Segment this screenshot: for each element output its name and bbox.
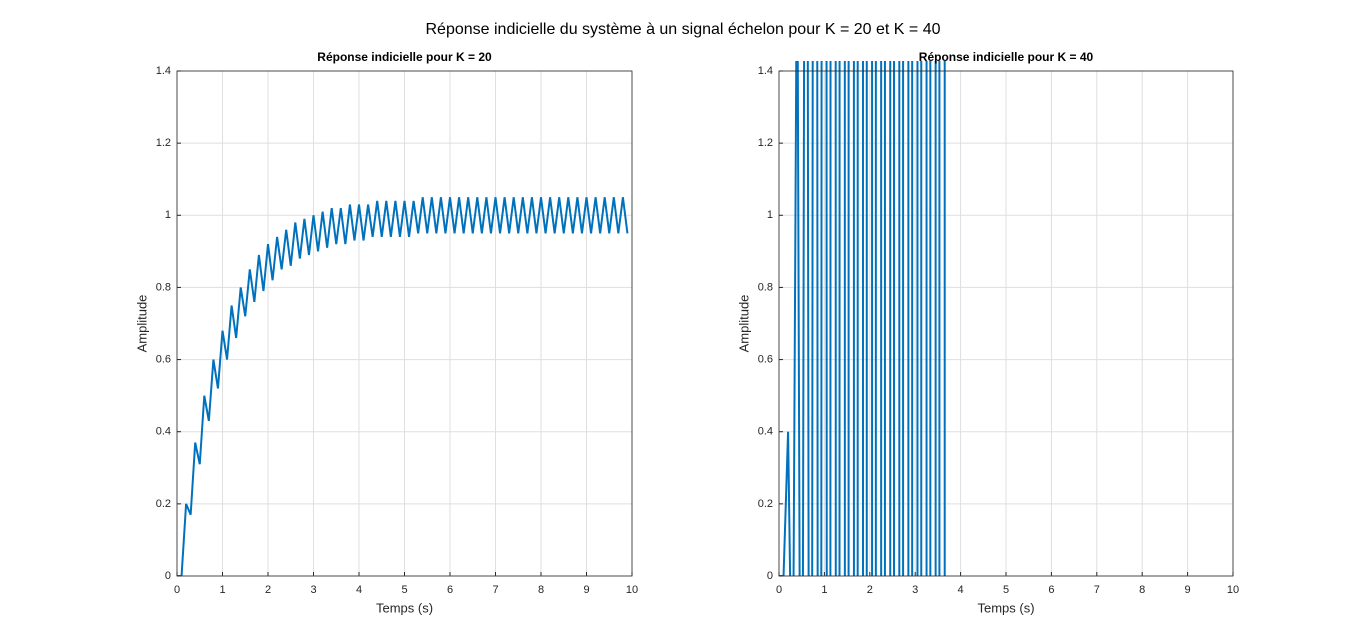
x-tick-label: 9	[1185, 584, 1191, 596]
y-tick-label: 1	[767, 209, 773, 221]
y-tick-label: 0.4	[758, 426, 773, 438]
x-tick-label: 10	[1227, 584, 1239, 596]
x-tick-label: 1	[821, 584, 827, 596]
x-tick-label: 8	[1139, 584, 1145, 596]
axes-box	[778, 70, 1234, 577]
figure-title: Réponse indicielle du système à un signa…	[426, 21, 941, 38]
y-axis-label: Amplitude	[736, 295, 751, 353]
y-tick-label: 0.8	[758, 281, 773, 293]
x-tick-label: 6	[447, 584, 453, 596]
x-tick-label: 5	[401, 584, 407, 596]
x-tick-label: 3	[912, 584, 918, 596]
x-tick-label: 2	[867, 584, 873, 596]
x-tick-label: 2	[265, 584, 271, 596]
y-tick-label: 0.2	[156, 498, 171, 510]
y-tick-label: 1.2	[758, 137, 773, 149]
y-tick-label: 0.4	[156, 426, 171, 438]
x-tick-label: 6	[1048, 584, 1054, 596]
y-tick-label: 1.2	[156, 137, 171, 149]
y-tick-label: 0	[767, 570, 773, 582]
x-tick-label: 1	[219, 584, 225, 596]
x-tick-label: 0	[776, 584, 782, 596]
y-tick-label: 0.6	[758, 353, 773, 365]
x-tick-label: 4	[356, 584, 362, 596]
y-tick-label: 0.8	[156, 281, 171, 293]
x-tick-label: 5	[1003, 584, 1009, 596]
x-axis-label: Temps (s)	[376, 600, 433, 615]
x-tick-label: 7	[1094, 584, 1100, 596]
y-axis-label: Amplitude	[134, 295, 149, 353]
x-tick-label: 9	[583, 584, 589, 596]
y-tick-label: 0.2	[758, 498, 773, 510]
x-tick-label: 4	[958, 584, 964, 596]
axes-title: Réponse indicielle pour K = 40	[919, 50, 1094, 64]
x-tick-label: 0	[174, 584, 180, 596]
y-tick-label: 1	[165, 209, 171, 221]
x-tick-label: 8	[538, 584, 544, 596]
axes-box	[176, 70, 633, 577]
y-tick-label: 0	[165, 570, 171, 582]
y-tick-label: 1.4	[758, 65, 773, 77]
series-line	[177, 197, 629, 576]
x-tick-label: 3	[310, 584, 316, 596]
x-axis-label: Temps (s)	[977, 600, 1034, 615]
y-tick-label: 1.4	[156, 65, 171, 77]
y-tick-label: 0.6	[156, 353, 171, 365]
x-tick-label: 7	[492, 584, 498, 596]
x-tick-label: 10	[626, 584, 638, 596]
axes-title: Réponse indicielle pour K = 20	[317, 50, 492, 64]
